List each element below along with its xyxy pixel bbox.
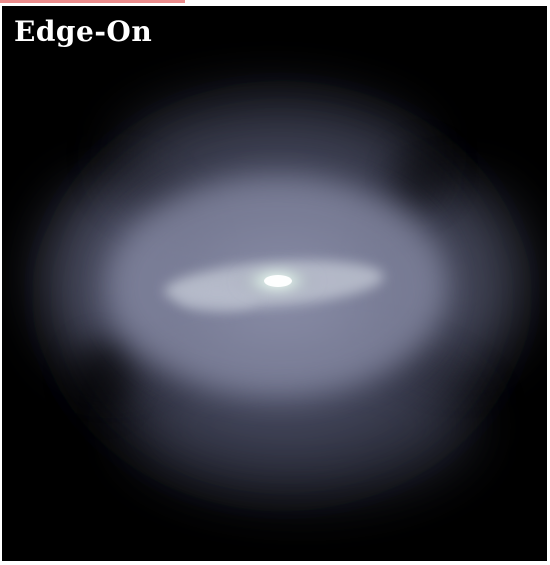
halo-lump-bottom [132,356,472,496]
panel-label: Edge-On [14,15,153,48]
dark-patch-topright [392,146,452,206]
dark-patch-left [72,341,132,411]
disk-arm-left [177,284,257,312]
top-accent-line [0,0,185,3]
core-nucleus [264,275,292,287]
galaxy-image [32,86,532,506]
galaxy-panel: Edge-On [2,6,547,561]
